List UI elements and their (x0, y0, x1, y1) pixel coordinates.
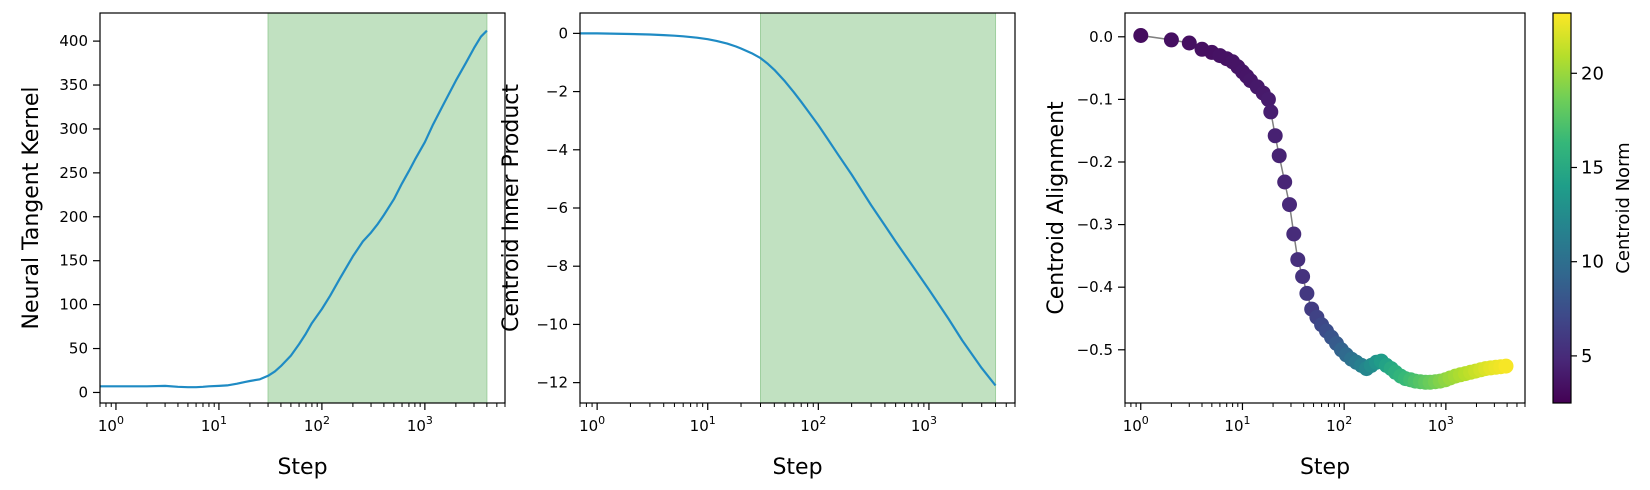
scatter-point (1299, 285, 1315, 301)
y-tick-label: 50 (69, 340, 88, 358)
colorbar-tick-label: 15 (1581, 157, 1604, 178)
x-axis-label: Step (277, 455, 327, 480)
x-tick-label: 100 (98, 414, 124, 435)
y-tick-label: −8 (546, 257, 568, 275)
colorbar-centroid-norm: 5 10 15 20 Centroid Norm (1552, 12, 1634, 404)
y-tick-label: −6 (546, 199, 568, 217)
series-line (100, 29, 488, 389)
x-tick-label: 101 (690, 414, 716, 435)
scatter-point (1498, 358, 1514, 374)
y-tick-label: −0.1 (1077, 90, 1113, 108)
colorbar-gradient (1552, 12, 1572, 404)
y-tick-label: 0.0 (1089, 28, 1113, 46)
y-tick-label: −0.3 (1077, 216, 1113, 234)
y-tick-label: −0.2 (1077, 153, 1113, 171)
y-tick-label: −12 (536, 374, 568, 392)
scatter-point (1133, 28, 1149, 43)
x-tick-label: 101 (201, 414, 227, 435)
y-tick-label: 200 (59, 208, 88, 226)
x-tick-label: 103 (1428, 414, 1454, 435)
scatter-point (1181, 35, 1197, 51)
x-tick-label: 103 (407, 414, 433, 435)
x-tick-label: 103 (911, 414, 937, 435)
x-tick-label: 102 (304, 414, 330, 435)
colorbar-tick-label: 5 (1581, 346, 1592, 367)
y-tick-label: 350 (59, 76, 88, 94)
y-axis-label: Centroid Inner Product (499, 84, 524, 332)
y-axis-label: Neural Tangent Kernel (19, 87, 44, 330)
y-tick-label: −10 (536, 315, 568, 333)
colorbar-tick-label: 20 (1581, 63, 1604, 84)
x-tick-label: 100 (579, 414, 605, 435)
y-tick-label: 400 (59, 32, 88, 50)
scatter-point (1260, 91, 1276, 107)
plot-frame (99, 12, 506, 404)
shaded-region (760, 12, 997, 404)
y-tick-label: 0 (78, 383, 88, 401)
plot-frame (579, 12, 1016, 404)
y-tick-label: 100 (59, 296, 88, 314)
colorbar-tick-label: 10 (1581, 252, 1604, 273)
x-tick-label: 100 (1123, 414, 1149, 435)
scatter-point (1267, 128, 1283, 144)
y-tick-label: −0.5 (1077, 341, 1113, 359)
y-tick-label: −4 (546, 141, 568, 159)
plot-background (1125, 13, 1525, 403)
x-axis-label: Step (772, 455, 822, 480)
panel-neural-tangent-kernel: 100 101 102 103 0 50 100 150 200 250 300 350 400 Step… (19, 12, 506, 480)
scatter-point (1263, 104, 1279, 120)
scatter-point (1295, 269, 1311, 284)
scatter-point (1271, 148, 1287, 164)
y-tick-label: 300 (59, 120, 88, 138)
y-tick-label: 150 (59, 252, 88, 270)
x-tick-label: 102 (1326, 414, 1352, 435)
scatter-point (1282, 197, 1297, 213)
y-tick-label: 250 (59, 164, 88, 182)
plot-frame (1124, 12, 1526, 404)
x-tick-label: 101 (1224, 414, 1250, 435)
scatter-point (1163, 32, 1179, 48)
shaded-region (267, 12, 488, 404)
y-tick-label: −0.4 (1077, 278, 1113, 296)
panel-centroid-inner-product: 100 101 102 103 0 −2 −4 −6 −8 −10 −12 Step Centroid … (499, 12, 1016, 480)
colorbar-label: Centroid Norm (1613, 142, 1634, 273)
y-axis-label: Centroid Alignment (1044, 101, 1069, 315)
y-tick-label: 0 (558, 24, 568, 42)
panel-centroid-alignment: 100 101 102 103 0.0 −0.1 −0.2 −0.3 −0.4 −0.5 Step C… (1044, 12, 1526, 480)
scatter-point (1286, 226, 1302, 242)
x-axis-label: Step (1300, 455, 1350, 480)
series-line (580, 32, 997, 387)
scatter-point (1290, 252, 1306, 268)
y-tick-label: −2 (546, 83, 568, 101)
scatter-point (1277, 174, 1293, 190)
x-tick-label: 102 (800, 414, 826, 435)
